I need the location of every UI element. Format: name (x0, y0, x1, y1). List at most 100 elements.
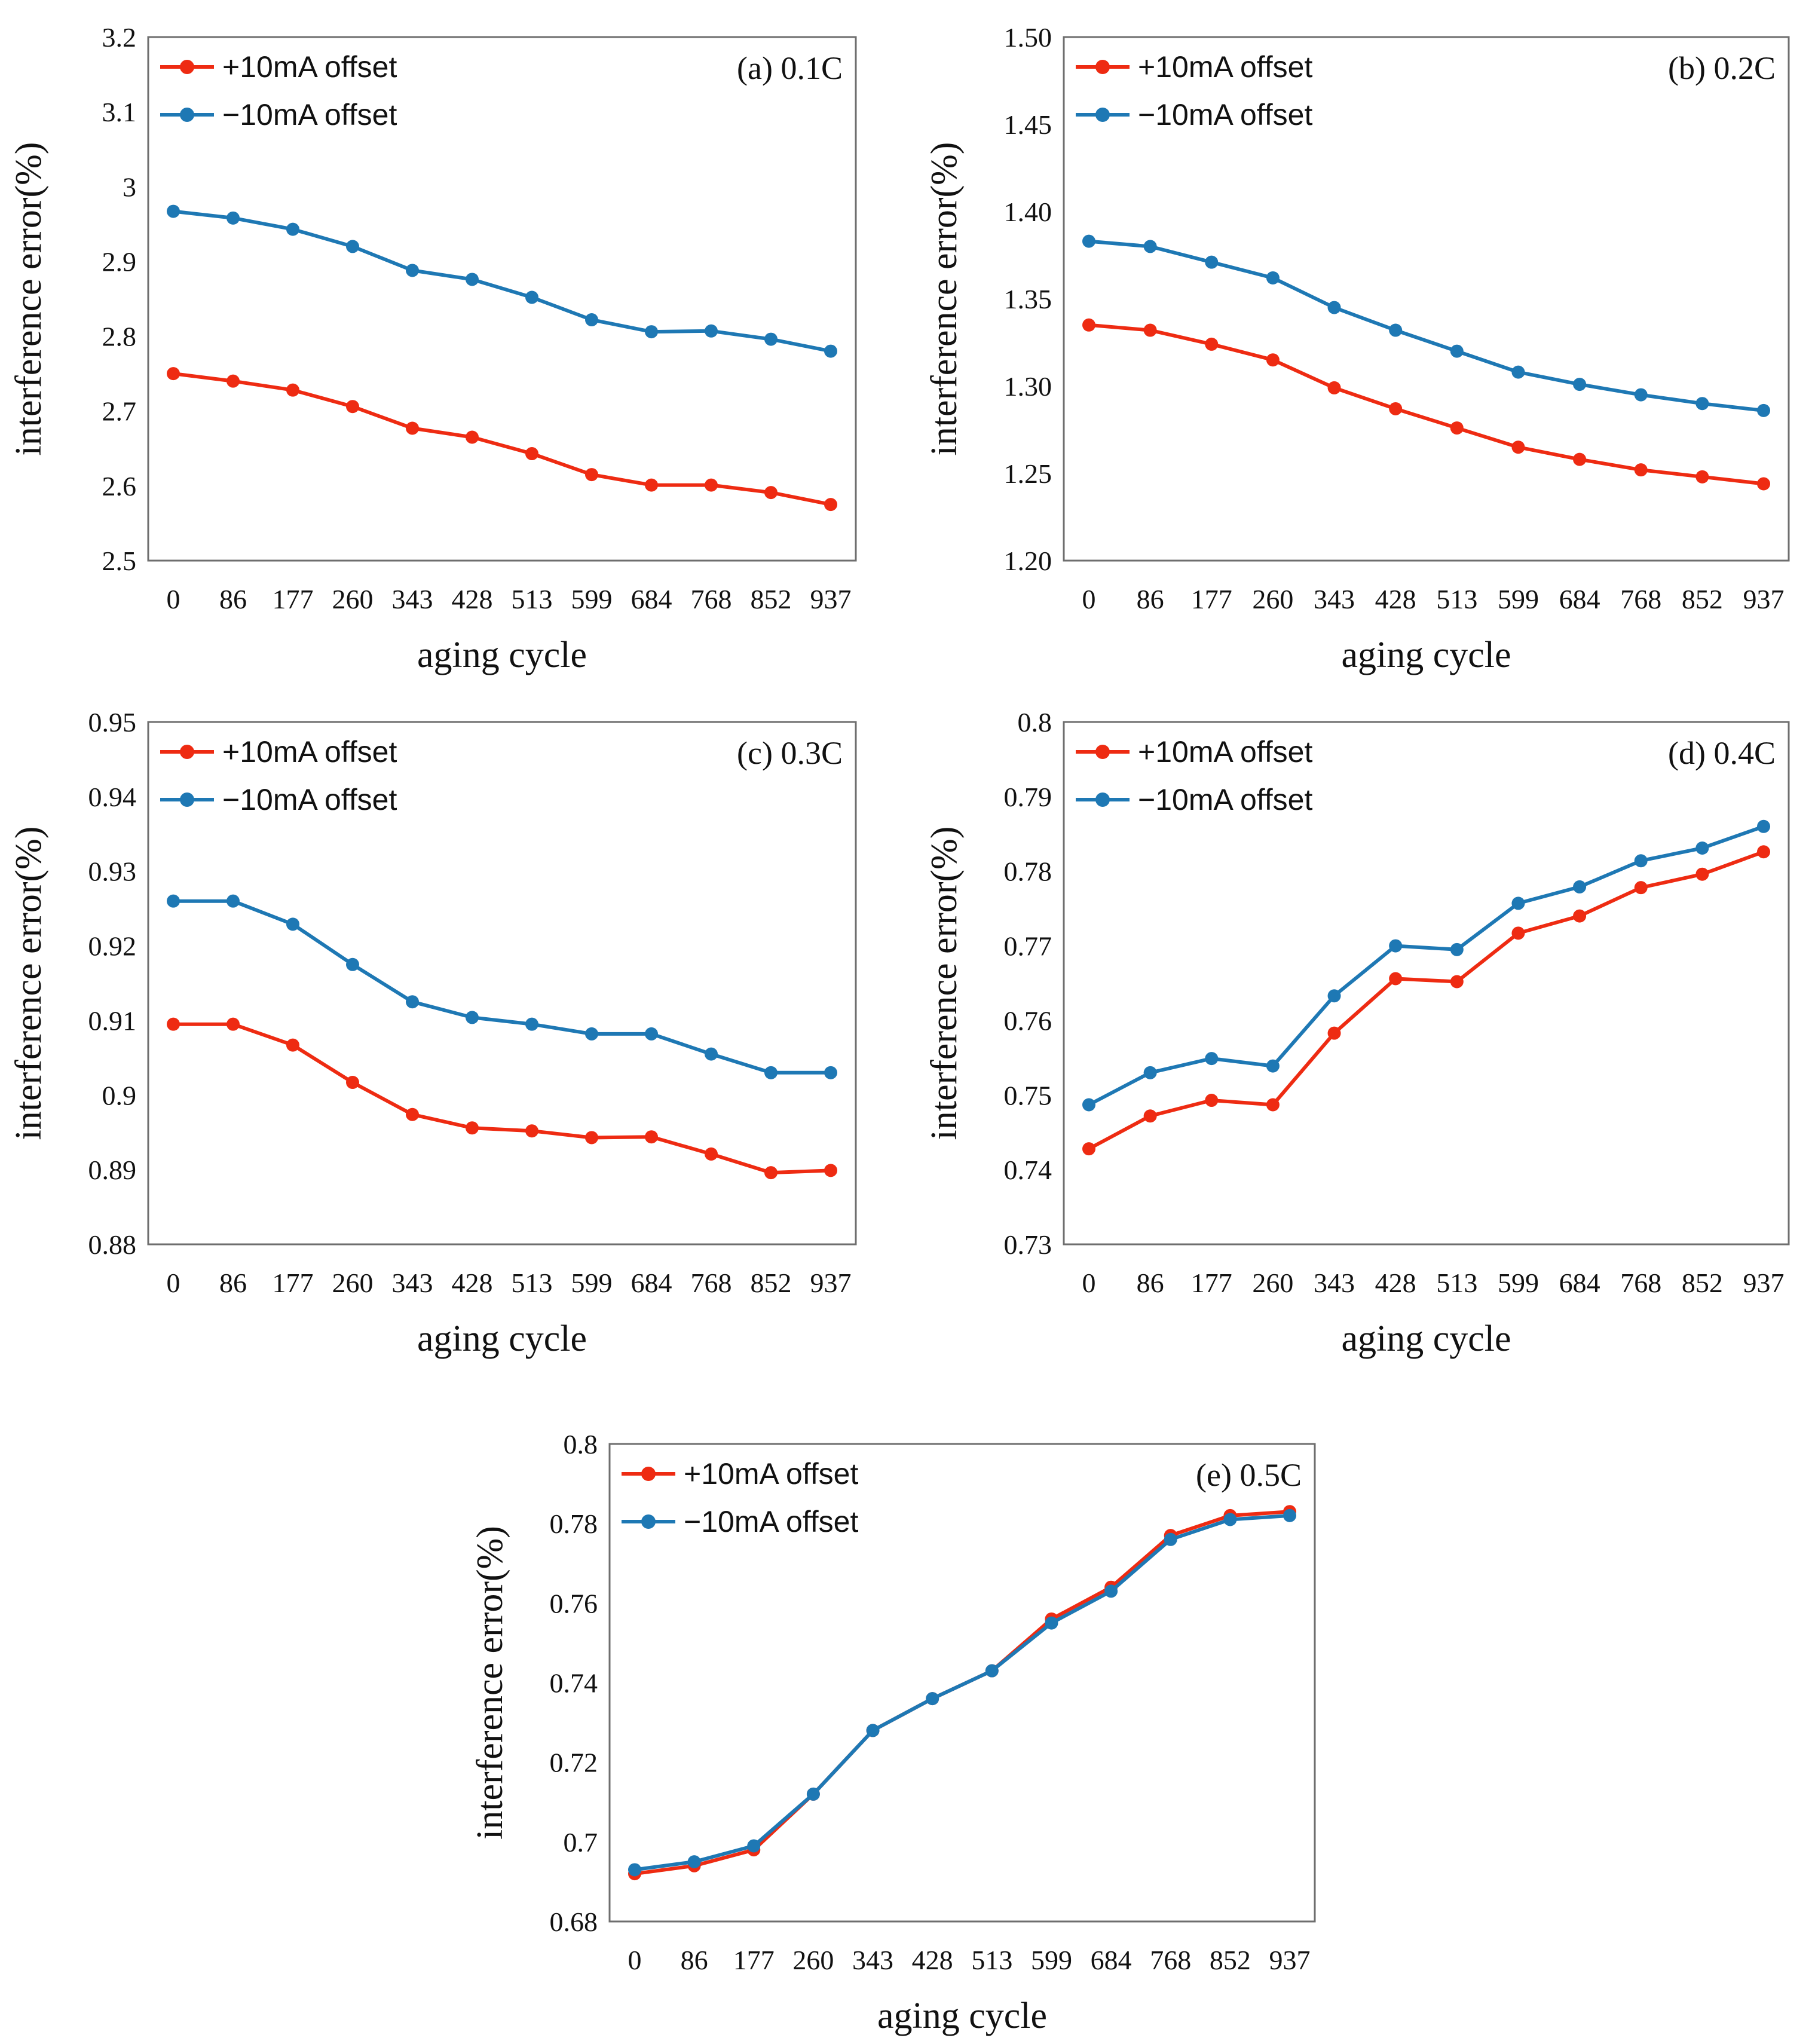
x-axis-title: aging cycle (417, 635, 587, 675)
x-tick-label: 428 (452, 584, 493, 614)
data-point (585, 1131, 598, 1145)
chart-panel-a: 2.5 2.6 2.7 2.8 2.9 3 3.1 3.2 0 86 177 260 343 428 513… (8, 22, 857, 675)
data-point (1205, 337, 1219, 351)
x-tick-label: 937 (1743, 584, 1785, 614)
data-point (1511, 926, 1525, 940)
x-tick-label: 684 (631, 584, 672, 614)
data-point (1757, 819, 1770, 833)
data-point (1695, 842, 1709, 855)
data-point (1389, 972, 1403, 986)
y-tick-label: 0.73 (1004, 1229, 1052, 1260)
legend-marker (1095, 745, 1110, 759)
series-line-minus-offset (1088, 824, 1764, 1107)
data-point (286, 1038, 299, 1052)
data-point (1511, 896, 1525, 910)
x-tick-label: 343 (1314, 584, 1355, 614)
x-tick-label: 260 (1252, 584, 1293, 614)
y-axis-title: interference error(%) (924, 827, 965, 1140)
legend-label: +10mA offset (222, 50, 397, 84)
x-tick-label: 599 (571, 584, 613, 614)
data-point (1327, 989, 1341, 1003)
data-point (764, 1166, 778, 1180)
data-point (764, 486, 778, 500)
data-point (286, 383, 299, 397)
legend-label: −10mA offset (1138, 783, 1312, 816)
x-axis-title: aging cycle (417, 1318, 587, 1359)
data-point (628, 1863, 641, 1877)
data-point (1757, 845, 1770, 859)
data-point (466, 1121, 479, 1135)
x-tick-label: 343 (392, 1268, 433, 1298)
data-point (406, 421, 419, 435)
y-tick-label: 2.6 (102, 471, 137, 501)
y-tick-label: 2.7 (102, 396, 137, 427)
data-point (1082, 234, 1095, 248)
data-point (1082, 318, 1095, 332)
y-tick-label: 0.8 (564, 1429, 598, 1459)
data-point (705, 1047, 718, 1061)
x-tick-label: 513 (512, 584, 553, 614)
chart-panel-e: 0.68 0.7 0.72 0.74 0.76 0.78 0.8 0 86 177 260 343 42… (470, 1429, 1316, 2036)
data-point (764, 332, 778, 346)
data-point (1634, 881, 1648, 895)
data-point (1082, 1142, 1095, 1156)
data-point (1205, 1094, 1219, 1107)
x-tick-label: 513 (1436, 584, 1477, 614)
data-point (1389, 323, 1403, 337)
x-axis-title: aging cycle (1341, 635, 1511, 675)
x-tick-label: 428 (1375, 1268, 1416, 1298)
data-point (466, 1011, 479, 1024)
y-tick-label: 1.40 (1004, 197, 1052, 227)
legend-marker (180, 108, 194, 122)
data-point (1223, 1513, 1237, 1526)
y-axis-title: interference error(%) (470, 1526, 510, 1840)
x-tick-label: 177 (273, 584, 314, 614)
y-tick-label: 0.91 (88, 1005, 137, 1036)
data-point (406, 995, 419, 1009)
x-tick-label: 768 (1620, 584, 1661, 614)
data-point (1573, 378, 1587, 391)
data-point (1266, 271, 1280, 284)
data-point (1143, 240, 1157, 253)
data-point (466, 430, 479, 444)
series-line-plus-offset (1088, 850, 1765, 1150)
y-tick-label: 3.2 (102, 22, 137, 53)
x-tick-label: 599 (571, 1268, 613, 1298)
data-point (227, 374, 240, 388)
data-point (1104, 1584, 1118, 1598)
x-tick-label: 0 (167, 584, 180, 614)
data-point (286, 917, 299, 931)
data-point (585, 468, 598, 482)
x-tick-label: 0 (1082, 1268, 1096, 1298)
x-tick-label: 599 (1031, 1945, 1072, 1975)
data-point (764, 1066, 778, 1079)
data-point (227, 211, 240, 225)
data-point (645, 325, 658, 339)
x-tick-label: 513 (971, 1945, 1012, 1975)
x-axis-title: aging cycle (1341, 1318, 1511, 1359)
x-tick-label: 684 (1559, 584, 1600, 614)
data-point (346, 957, 359, 971)
legend-marker (180, 745, 194, 759)
x-tick-label: 599 (1498, 584, 1539, 614)
legend-label: +10mA offset (222, 735, 397, 769)
y-tick-label: 0.7 (564, 1827, 598, 1858)
data-point (227, 1017, 240, 1031)
data-point (346, 240, 359, 253)
x-tick-label: 768 (691, 584, 732, 614)
x-tick-label: 428 (1375, 584, 1416, 614)
series-line-plus-offset (634, 1510, 1290, 1876)
data-point (1327, 301, 1341, 314)
x-tick-label: 177 (1191, 584, 1232, 614)
data-point (1450, 344, 1464, 358)
data-point (1143, 1109, 1157, 1123)
legend-marker (180, 792, 194, 807)
data-point (1573, 452, 1587, 466)
data-point (806, 1787, 820, 1801)
legend-label: +10mA offset (1138, 735, 1312, 769)
series-line-plus-offset (173, 372, 831, 507)
chart-panel-c: 0.88 0.89 0.9 0.91 0.92 0.93 0.94 0.95 0 86 177 260… (8, 707, 857, 1359)
y-tick-label: 1.30 (1004, 371, 1052, 402)
legend-label: −10mA offset (684, 1505, 858, 1538)
chart-panel-d: 0.73 0.74 0.75 0.76 0.77 0.78 0.79 0.8 0 86 177 260… (924, 707, 1790, 1359)
